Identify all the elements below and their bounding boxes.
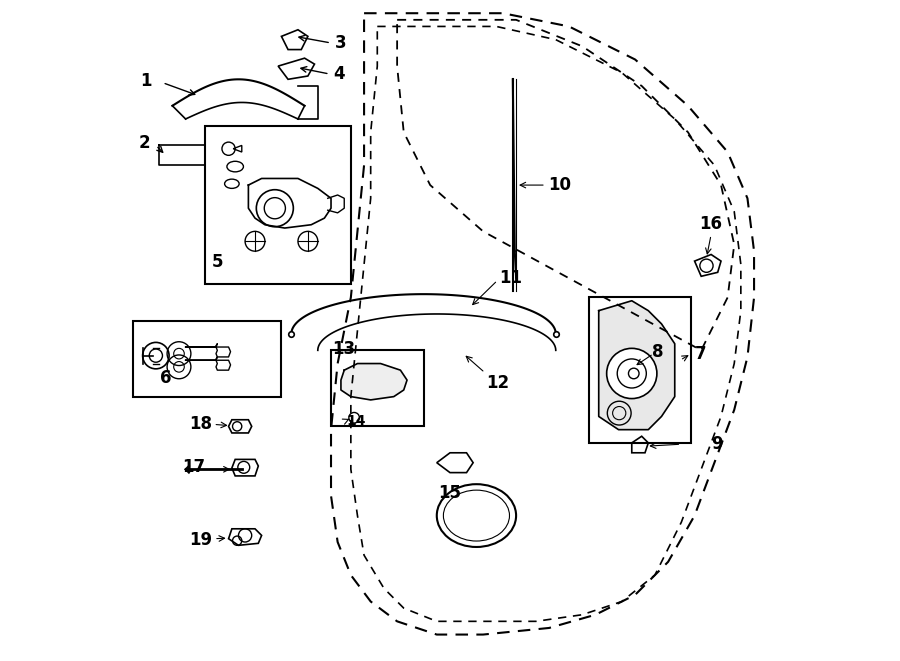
- Text: 10: 10: [548, 176, 571, 194]
- Text: 7: 7: [695, 344, 707, 363]
- Polygon shape: [341, 364, 407, 400]
- Text: 3: 3: [335, 34, 346, 52]
- Text: 17: 17: [183, 458, 205, 477]
- Text: 15: 15: [438, 484, 462, 502]
- Text: 5: 5: [212, 253, 223, 271]
- Text: 12: 12: [486, 374, 509, 393]
- Circle shape: [607, 348, 657, 399]
- Polygon shape: [598, 301, 675, 430]
- Text: 8: 8: [652, 342, 663, 361]
- Text: 4: 4: [333, 65, 345, 83]
- Text: 1: 1: [140, 72, 152, 91]
- Text: 11: 11: [500, 268, 523, 287]
- Text: 2: 2: [139, 134, 150, 153]
- Text: 19: 19: [189, 531, 212, 549]
- Text: 13: 13: [332, 340, 356, 358]
- Text: 9: 9: [711, 435, 723, 453]
- Text: 18: 18: [189, 415, 212, 434]
- Text: 16: 16: [699, 215, 723, 233]
- Text: 14: 14: [346, 414, 366, 428]
- Text: 6: 6: [160, 369, 172, 387]
